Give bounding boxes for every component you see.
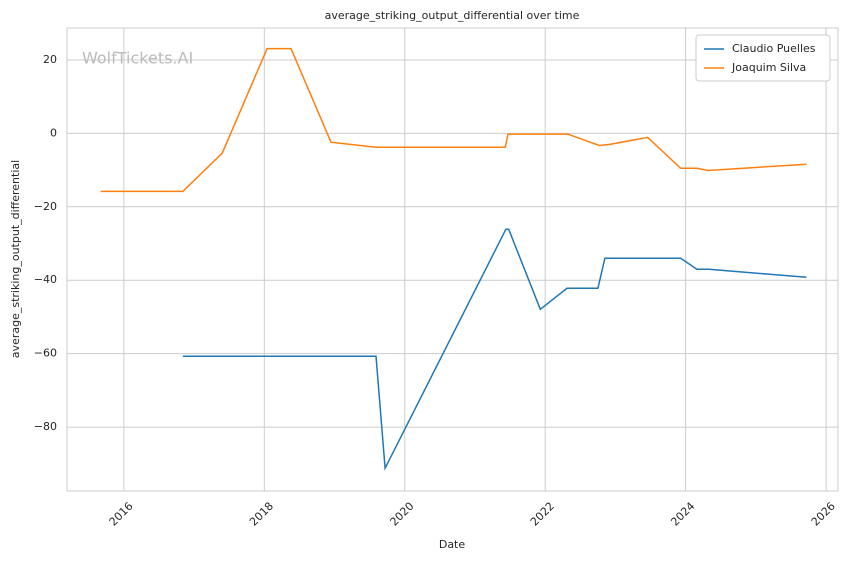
x-tick-label: 2022 [528,500,557,529]
y-tick-label: 0 [50,126,57,139]
y-tick-label: 20 [43,53,57,66]
y-tick-label: −40 [34,273,57,286]
chart-title: average_striking_output_differential ove… [325,9,580,22]
x-tick-label: 2018 [247,500,276,529]
watermark: WolfTickets.AI [82,49,193,68]
legend-label: Claudio Puelles [732,42,816,55]
y-tick-label: −60 [34,347,57,360]
x-tick-label: 2024 [668,500,697,529]
x-axis-label: Date [439,538,466,551]
legend: Claudio Puelles Joaquim Silva [695,34,831,82]
series-line [100,47,807,193]
y-tick-label: −20 [34,200,57,213]
y-axis-label: average_striking_output_differential [9,160,22,358]
x-tick-label: 2026 [809,500,838,529]
legend-label: Joaquim Silva [731,61,806,74]
series-line [182,228,807,471]
plot-frame [66,27,839,492]
y-tick-label: −80 [34,420,57,433]
legend-box [695,34,831,82]
x-tick-label: 2016 [107,500,136,529]
x-tick-label: 2020 [388,500,417,529]
